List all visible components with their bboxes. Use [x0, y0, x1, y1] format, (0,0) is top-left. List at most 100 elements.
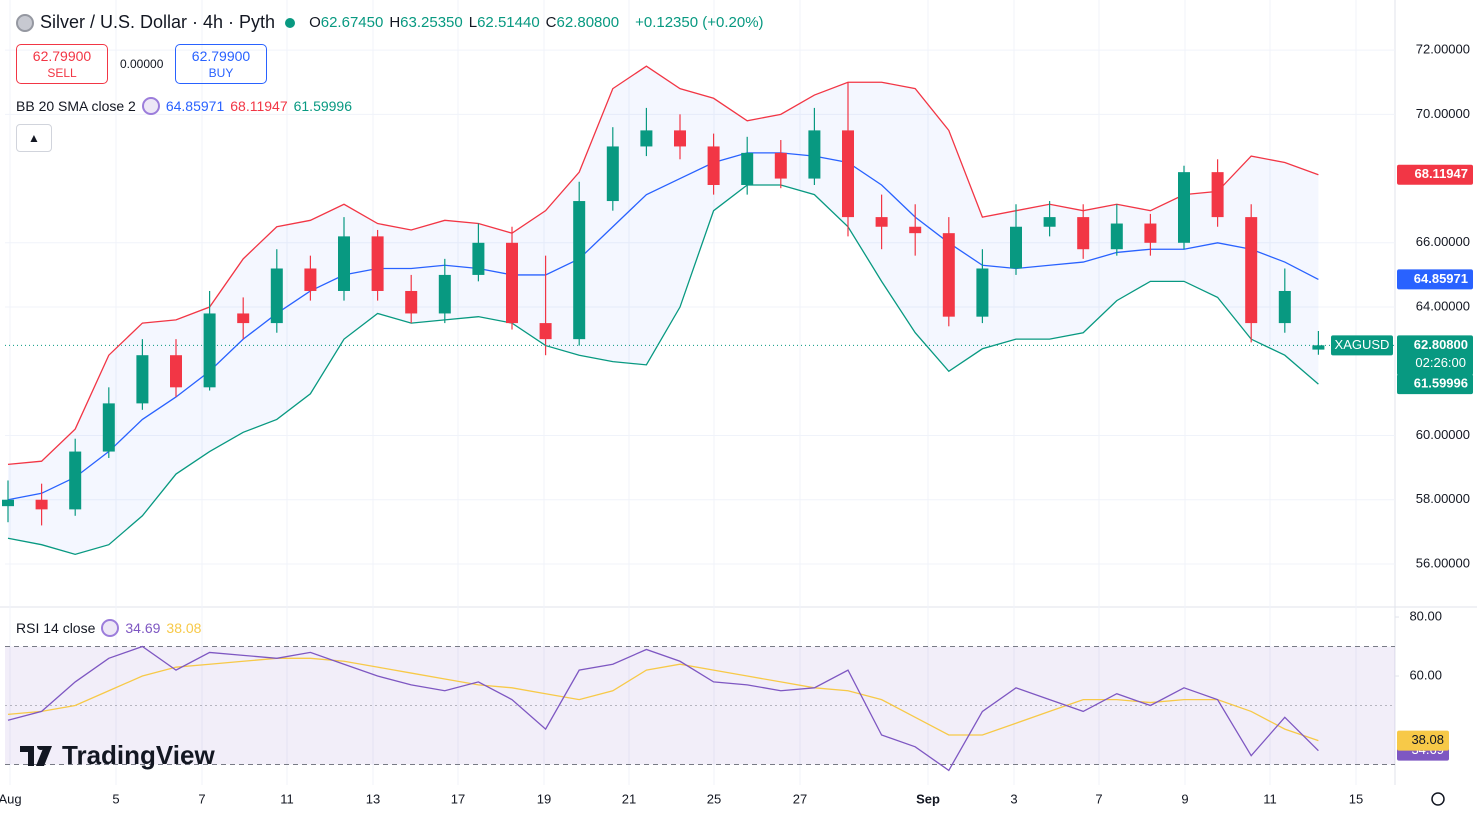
market-dot [285, 17, 296, 28]
logo-mark [20, 745, 52, 766]
collapse-button[interactable]: ▲ [16, 124, 52, 152]
ohlc-label: L [468, 14, 478, 31]
logo-text: TradingView [62, 740, 215, 770]
candle-body [640, 130, 653, 147]
buy-price: 62.79900 [191, 48, 251, 64]
bb-upper-line [7, 65, 1319, 466]
x-tick-label: 11 [280, 791, 294, 806]
bb-title: BB 20 SMA close 2 [16, 98, 136, 114]
ohlc-value: 62.67450 [320, 14, 384, 31]
y-tick-label: 60.00 [1409, 667, 1442, 682]
rsi-tag [1397, 730, 1449, 751]
x-tick-label: 19 [537, 791, 551, 806]
sell-label: SELL [47, 66, 77, 80]
candle-body [1043, 217, 1056, 227]
symbol-tag [1331, 335, 1393, 356]
candle-body [606, 146, 619, 202]
candle-body [674, 130, 686, 147]
candle-body [1144, 223, 1157, 243]
price-tag-label: 62.80800 [1414, 337, 1468, 352]
candle-body [102, 403, 115, 452]
buy-button[interactable]: 62.79900 BUY [175, 44, 267, 84]
rsi-ma-line [7, 657, 1319, 742]
candle-body [506, 242, 518, 324]
bb-basis-value: 64.85971 [165, 98, 225, 114]
ohlc-value: 62.80800 [556, 14, 620, 31]
symbol-tag-label: XAGUSD [1335, 337, 1390, 352]
y-tick-label: 58.00000 [1416, 491, 1470, 506]
y-tick-label: 64.00000 [1416, 298, 1470, 313]
x-tick-label: 7 [1095, 791, 1102, 806]
candle-body [875, 217, 888, 227]
y-tick-label: 66.00000 [1416, 234, 1470, 249]
y-tick-label: 56.00000 [1416, 555, 1470, 570]
price-tag-label: 68.11947 [1414, 166, 1468, 181]
candle-body [1245, 217, 1258, 324]
candle-body [472, 242, 485, 275]
price-tag-label: 64.85971 [1414, 271, 1468, 286]
rsi-legend: RSI 14 close 34.69 38.08 [16, 619, 201, 637]
rsi-tag-label: 38.08 [1411, 732, 1444, 747]
candle-body [539, 323, 552, 340]
candle-body [1077, 217, 1090, 250]
bb-lower-value: 61.59996 [293, 98, 353, 114]
candle-body [69, 451, 82, 510]
candle-body [170, 355, 182, 388]
candle-body [707, 146, 720, 185]
change: +0.12350 (+0.20%) [635, 14, 764, 31]
logo: TradingView [20, 740, 215, 771]
price-tag-label: 61.59996 [1414, 376, 1468, 391]
candle-body [741, 152, 754, 185]
header: Silver / U.S. Dollar · 4h · Pyth O62.674… [16, 12, 764, 33]
candle-body [774, 152, 787, 179]
candle-body [808, 130, 821, 179]
rsi-title: RSI 14 close [16, 620, 96, 636]
candle-body [976, 268, 989, 317]
x-tick-label: 5 [112, 791, 119, 806]
candle-body [942, 233, 955, 317]
spread: 0.00000 [120, 57, 164, 71]
countdown: 02:26:00 [1415, 355, 1466, 370]
candle-body [35, 499, 48, 510]
candle-body [270, 268, 283, 324]
price-tag [1397, 269, 1473, 290]
candle-body [573, 201, 586, 340]
symbol-icon [16, 13, 34, 32]
ohlc-label: H [389, 14, 401, 31]
price-tag [1397, 335, 1473, 376]
price-tag [1397, 164, 1473, 185]
candle-body [405, 290, 418, 314]
sell-button[interactable]: 62.79900 SELL [16, 44, 108, 84]
x-tick-label: 21 [622, 791, 636, 806]
bb-upper-value: 68.11947 [230, 98, 288, 114]
settings-icon[interactable] [101, 619, 120, 637]
x-tick-label: 17 [451, 791, 465, 806]
x-tick-label: 25 [707, 791, 721, 806]
candle-body [203, 313, 216, 388]
x-tick-label: 7 [198, 791, 205, 806]
candle-body [338, 236, 350, 291]
bb-fill [8, 66, 1319, 555]
candle-body [1010, 226, 1022, 269]
candle-body [1110, 223, 1123, 250]
bb-legend: BB 20 SMA close 2 64.85971 68.11947 61.5… [16, 97, 352, 115]
x-tick-label: Sep [916, 791, 940, 806]
ohlc-label: O [309, 14, 321, 31]
bb-lower-line [7, 184, 1319, 556]
ohlc-label: C [545, 14, 557, 31]
price-tag [1397, 374, 1473, 395]
candle-body [2, 499, 14, 507]
rsi-line [7, 645, 1319, 772]
y-tick-label: 70.00000 [1416, 106, 1470, 121]
settings-gear [1431, 792, 1445, 806]
x-tick-label: 3 [1010, 791, 1017, 806]
candle-body [304, 268, 317, 291]
candle-body [1178, 172, 1190, 243]
candle-body [1278, 290, 1291, 324]
ohlc-value: 62.51440 [477, 14, 540, 31]
candle-body [1211, 172, 1224, 218]
ohlc-value: 63.25350 [400, 14, 463, 31]
settings-icon[interactable] [141, 97, 160, 115]
candle-body [371, 236, 384, 291]
